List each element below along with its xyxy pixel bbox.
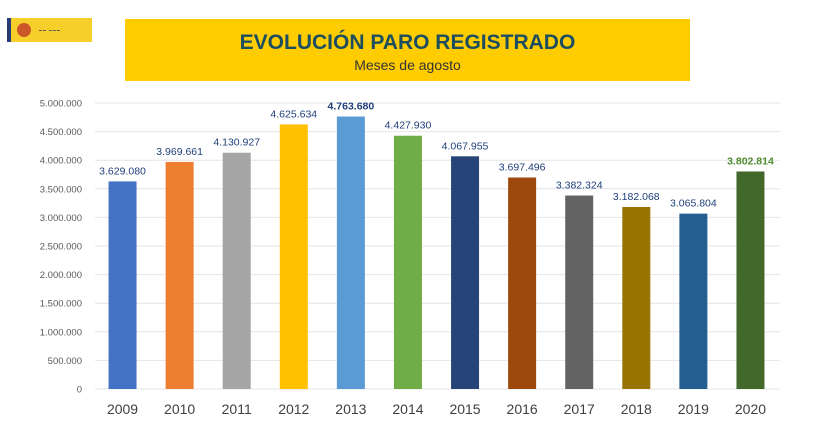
chart-title: EVOLUCIÓN PARO REGISTRADO — [239, 31, 576, 54]
bar-2010 — [165, 161, 194, 389]
government-logo: ▬▬ ▬▬▬ — [7, 18, 92, 42]
data-label-2014: 4.427.930 — [385, 120, 432, 132]
x-tick-label: 2010 — [164, 401, 195, 417]
data-label-2020: 3.802.814 — [727, 155, 774, 167]
bar-2014 — [393, 135, 422, 389]
data-label-2009: 3.629.080 — [99, 165, 146, 177]
x-tick-label: 2013 — [335, 401, 366, 417]
bar-2011 — [222, 152, 251, 389]
data-label-2016: 3.697.496 — [499, 162, 546, 174]
bar-2012 — [279, 124, 308, 390]
bar-2009 — [108, 181, 137, 389]
bar-2019 — [679, 213, 708, 389]
x-tick-label: 2020 — [735, 401, 766, 417]
bar-2017 — [565, 195, 594, 389]
x-tick-label: 2019 — [678, 401, 709, 417]
x-tick-label: 2012 — [278, 401, 309, 417]
y-tick-label: 1.500.000 — [40, 299, 82, 310]
y-tick-label: 4.000.000 — [40, 156, 82, 167]
y-tick-label: 1.000.000 — [40, 327, 82, 338]
data-label-2018: 3.182.068 — [613, 191, 660, 203]
x-tick-label: 2018 — [621, 401, 652, 417]
x-tick-label: 2009 — [107, 401, 138, 417]
x-tick-label: 2017 — [564, 401, 595, 417]
bar-2013 — [336, 116, 365, 389]
y-tick-label: 4.500.000 — [40, 127, 82, 138]
y-tick-label: 3.000.000 — [40, 213, 82, 224]
title-banner: EVOLUCIÓN PARO REGISTRADO Meses de agost… — [125, 19, 690, 81]
data-label-2019: 3.065.804 — [670, 198, 717, 210]
coat-of-arms-icon — [17, 23, 31, 37]
x-tick-label: 2011 — [222, 401, 252, 417]
x-tick-label: 2015 — [449, 401, 480, 417]
y-tick-label: 500.000 — [48, 356, 82, 367]
y-tick-label: 3.500.000 — [40, 184, 82, 195]
data-label-2010: 3.969.661 — [156, 146, 203, 158]
y-tick-label: 2.000.000 — [40, 270, 82, 281]
data-label-2013: 4.763.680 — [328, 101, 375, 113]
y-tick-label: 2.500.000 — [40, 242, 82, 253]
x-tick-label: 2014 — [392, 401, 423, 417]
bar-2015 — [451, 156, 480, 389]
bar-2016 — [508, 177, 537, 389]
chart-subtitle: Meses de agosto — [354, 57, 461, 73]
bar-2020 — [736, 171, 765, 389]
bar-2018 — [622, 206, 651, 389]
data-label-2017: 3.382.324 — [556, 180, 603, 192]
data-label-2012: 4.625.634 — [270, 108, 317, 120]
y-tick-label: 5.000.000 — [40, 99, 82, 110]
y-tick-label: 0 — [77, 385, 82, 396]
x-tick-label: 2016 — [507, 401, 538, 417]
data-label-2011: 4.130.927 — [213, 137, 260, 149]
data-label-2015: 4.067.955 — [442, 140, 489, 152]
